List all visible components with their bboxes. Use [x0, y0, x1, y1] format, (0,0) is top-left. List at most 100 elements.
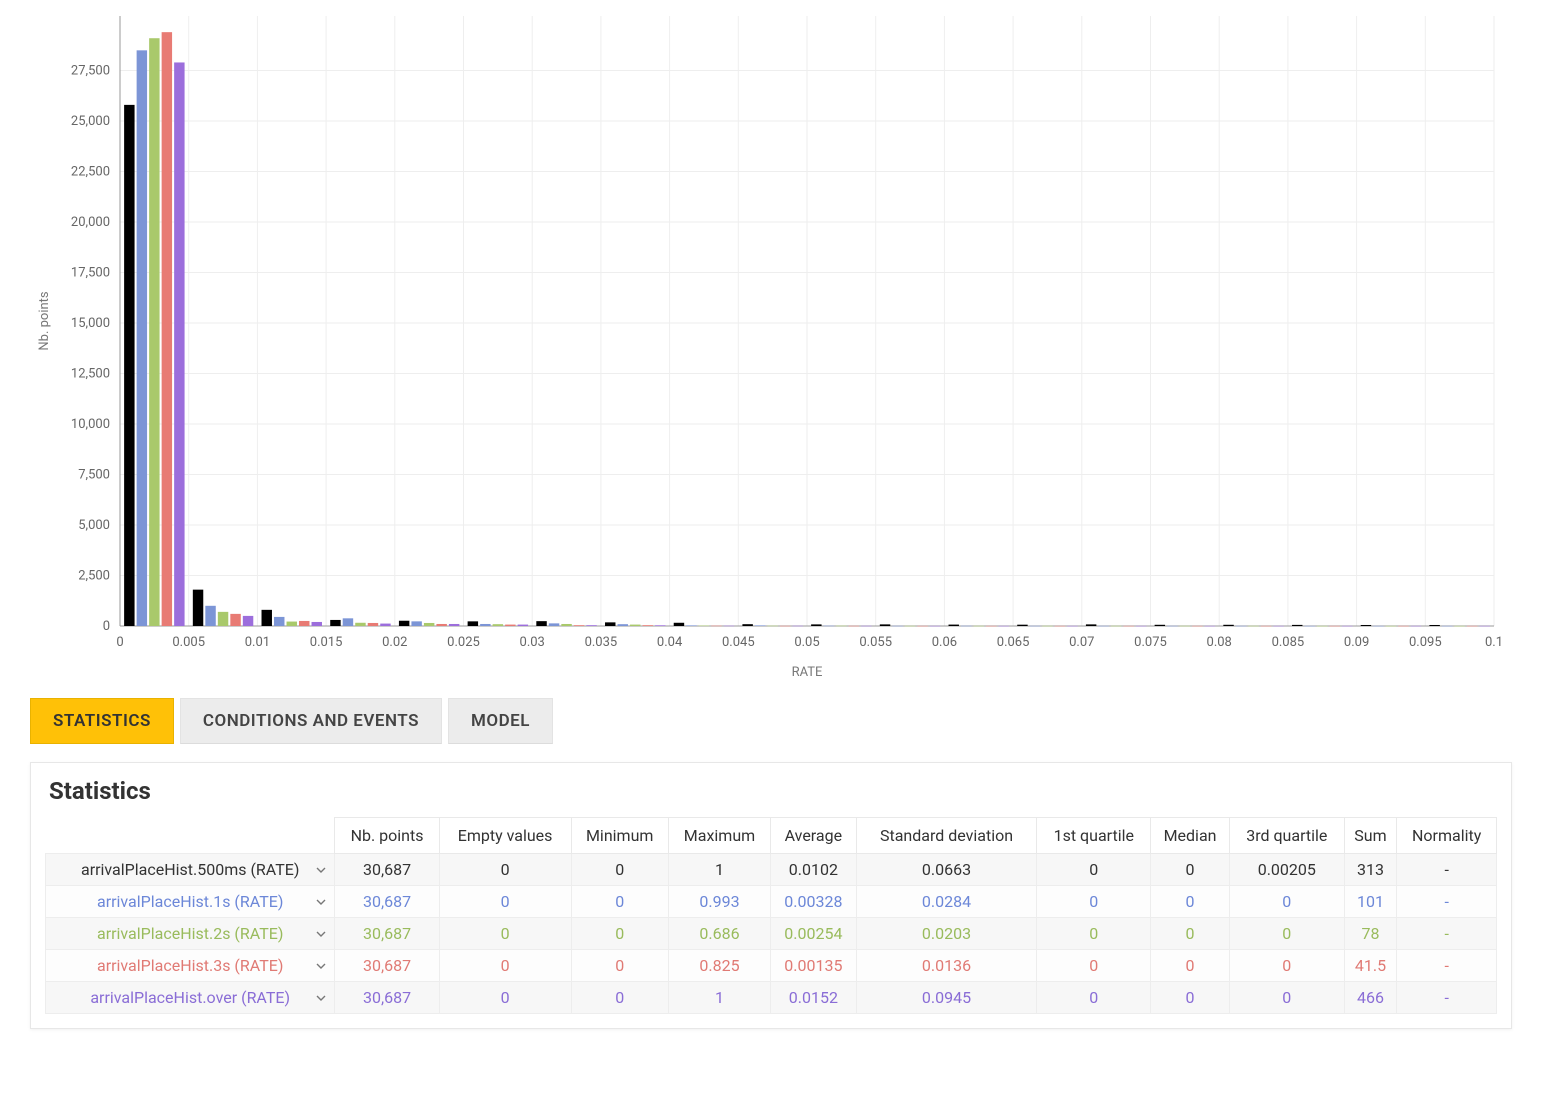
table-cell: 0 — [1229, 918, 1344, 950]
svg-text:0.015: 0.015 — [310, 635, 343, 650]
svg-text:12,500: 12,500 — [71, 367, 110, 382]
table-cell: - — [1397, 886, 1497, 918]
svg-text:0.055: 0.055 — [859, 635, 892, 650]
table-cell: 30,687 — [335, 950, 439, 982]
histogram-chart: 02,5005,0007,50010,00012,50015,00017,500… — [30, 8, 1512, 688]
column-header-series — [46, 818, 335, 854]
table-cell: 0 — [1037, 854, 1151, 886]
svg-text:RATE: RATE — [792, 665, 823, 680]
table-cell: 0.0136 — [856, 950, 1037, 982]
table-row: arrivalPlaceHist.3s (RATE)30,687000.8250… — [46, 950, 1497, 982]
table-cell: 0 — [571, 982, 668, 1014]
tab-bar: STATISTICS CONDITIONS AND EVENTS MODEL — [30, 698, 1512, 744]
table-cell: 0 — [439, 982, 571, 1014]
table-cell: 0 — [1151, 950, 1230, 982]
chevron-down-icon[interactable] — [316, 961, 326, 971]
table-cell: 30,687 — [335, 918, 439, 950]
svg-text:Nb. points: Nb. points — [37, 291, 52, 351]
svg-text:0.04: 0.04 — [657, 635, 683, 650]
svg-text:0.01: 0.01 — [245, 635, 270, 650]
tab-conditions-and-events[interactable]: CONDITIONS AND EVENTS — [180, 698, 442, 744]
table-cell: 0 — [439, 918, 571, 950]
column-header: Standard deviation — [856, 818, 1037, 854]
svg-text:0.045: 0.045 — [722, 635, 755, 650]
column-header: 1st quartile — [1037, 818, 1151, 854]
column-header: Median — [1151, 818, 1230, 854]
chevron-down-icon[interactable] — [316, 897, 326, 907]
table-cell: 0 — [1229, 950, 1344, 982]
table-cell: - — [1397, 950, 1497, 982]
column-header: Empty values — [439, 818, 571, 854]
column-header: Normality — [1397, 818, 1497, 854]
row-label[interactable]: arrivalPlaceHist.3s (RATE) — [46, 950, 335, 982]
table-cell: - — [1397, 982, 1497, 1014]
row-label[interactable]: arrivalPlaceHist.500ms (RATE) — [46, 854, 335, 886]
table-cell: 0 — [571, 950, 668, 982]
row-label[interactable]: arrivalPlaceHist.1s (RATE) — [46, 886, 335, 918]
svg-text:0.06: 0.06 — [932, 635, 957, 650]
svg-text:0.025: 0.025 — [447, 635, 480, 650]
svg-text:0.02: 0.02 — [382, 635, 407, 650]
svg-text:22,500: 22,500 — [71, 165, 110, 180]
table-cell: - — [1397, 854, 1497, 886]
table-cell: 0 — [571, 854, 668, 886]
panel-title: Statistics — [49, 777, 1497, 805]
table-row: arrivalPlaceHist.over (RATE)30,6870010.0… — [46, 982, 1497, 1014]
row-label[interactable]: arrivalPlaceHist.over (RATE) — [46, 982, 335, 1014]
svg-text:25,000: 25,000 — [71, 114, 110, 129]
tab-model[interactable]: MODEL — [448, 698, 553, 744]
chevron-down-icon[interactable] — [316, 929, 326, 939]
table-cell: 30,687 — [335, 982, 439, 1014]
table-cell: 30,687 — [335, 886, 439, 918]
svg-text:0.07: 0.07 — [1069, 635, 1094, 650]
table-cell: 0 — [439, 886, 571, 918]
chevron-down-icon[interactable] — [316, 993, 326, 1003]
table-cell: 0 — [571, 886, 668, 918]
svg-text:0.1: 0.1 — [1485, 635, 1503, 650]
table-row: arrivalPlaceHist.500ms (RATE)30,6870010.… — [46, 854, 1497, 886]
svg-text:7,500: 7,500 — [78, 468, 110, 483]
table-cell: 1 — [668, 854, 770, 886]
column-header: Sum — [1344, 818, 1397, 854]
table-cell: 0 — [1151, 918, 1230, 950]
svg-text:2,500: 2,500 — [78, 569, 110, 584]
row-label[interactable]: arrivalPlaceHist.2s (RATE) — [46, 918, 335, 950]
svg-text:0.08: 0.08 — [1207, 635, 1232, 650]
table-cell: 0 — [1037, 982, 1151, 1014]
tab-statistics[interactable]: STATISTICS — [30, 698, 174, 744]
svg-text:0.075: 0.075 — [1134, 635, 1167, 650]
svg-text:0.09: 0.09 — [1344, 635, 1369, 650]
table-cell: 41.5 — [1344, 950, 1397, 982]
column-header: Maximum — [668, 818, 770, 854]
table-cell: 0.0152 — [771, 982, 856, 1014]
svg-text:0.085: 0.085 — [1272, 635, 1305, 650]
table-cell: 0 — [571, 918, 668, 950]
table-cell: 0.00205 — [1229, 854, 1344, 886]
svg-text:0.065: 0.065 — [997, 635, 1030, 650]
table-cell: 0 — [439, 854, 571, 886]
table-cell: 0.0284 — [856, 886, 1037, 918]
table-cell: 0.0102 — [771, 854, 856, 886]
table-cell: 0.686 — [668, 918, 770, 950]
svg-text:15,000: 15,000 — [71, 316, 110, 331]
table-row: arrivalPlaceHist.1s (RATE)30,687000.9930… — [46, 886, 1497, 918]
column-header: Average — [771, 818, 856, 854]
column-header: Nb. points — [335, 818, 439, 854]
table-cell: - — [1397, 918, 1497, 950]
statistics-table: Nb. pointsEmpty valuesMinimumMaximumAver… — [45, 817, 1497, 1014]
svg-text:0.095: 0.095 — [1409, 635, 1442, 650]
table-cell: 0 — [1037, 886, 1151, 918]
table-row: arrivalPlaceHist.2s (RATE)30,687000.6860… — [46, 918, 1497, 950]
svg-text:27,500: 27,500 — [71, 64, 110, 79]
table-cell: 0 — [1037, 950, 1151, 982]
table-cell: 466 — [1344, 982, 1397, 1014]
chevron-down-icon[interactable] — [316, 865, 326, 875]
svg-text:0.03: 0.03 — [520, 635, 545, 650]
table-cell: 0.0203 — [856, 918, 1037, 950]
svg-text:0.035: 0.035 — [585, 635, 618, 650]
table-cell: 0 — [439, 950, 571, 982]
svg-text:20,000: 20,000 — [71, 215, 110, 230]
svg-text:10,000: 10,000 — [71, 417, 110, 432]
chart-svg: 02,5005,0007,50010,00012,50015,00017,500… — [30, 8, 1510, 688]
table-cell: 30,687 — [335, 854, 439, 886]
